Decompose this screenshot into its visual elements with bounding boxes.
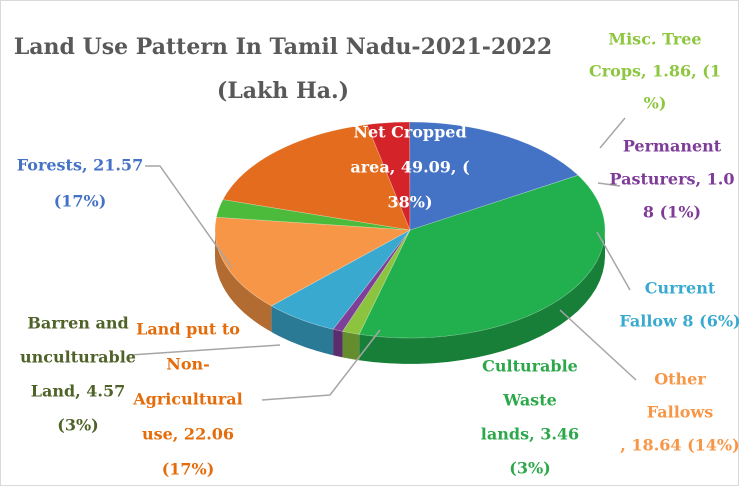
slice [270, 229, 411, 330]
data-label: Pasturers, 1.0 [609, 170, 734, 189]
data-label: lands, 3.46 [481, 425, 579, 444]
slice-side [271, 305, 334, 356]
leader-line [145, 165, 233, 269]
leader-line [261, 329, 381, 401]
chart-title: Land Use Pattern In Tamil Nadu-2021-2022 [14, 34, 552, 60]
data-label: Land, 4.57 [31, 382, 126, 401]
leader-line [599, 117, 626, 149]
slice [222, 124, 411, 231]
data-label: Permanent [623, 137, 722, 156]
data-label: (3%) [509, 459, 550, 478]
data-label: 8 (1%) [643, 203, 701, 222]
slice-side [342, 331, 360, 361]
data-label: Agricultural [132, 390, 242, 409]
slice [214, 216, 412, 307]
data-label: (3%) [57, 416, 98, 435]
leader-line [597, 182, 621, 187]
data-label: 38%) [387, 193, 432, 212]
data-label: (17%) [54, 192, 107, 211]
data-label: Culturable [482, 357, 578, 376]
data-label: Land put to [136, 320, 240, 339]
data-label: Forests, 21.57 [17, 156, 143, 175]
data-label: use, 22.06 [142, 425, 234, 444]
slice-side [215, 230, 272, 332]
data-label: Other [654, 370, 706, 389]
data-label: Fallow 8 (6%) [619, 312, 739, 331]
data-label: Crops, 1.86, (1 [589, 62, 721, 81]
data-label: Barren and [27, 314, 128, 333]
data-label: Misc. Tree [608, 30, 701, 49]
data-label: (17%) [162, 460, 215, 479]
data-label: Fallows [647, 403, 713, 422]
slice [409, 121, 579, 231]
leader-line [129, 344, 281, 356]
data-label: Waste [502, 391, 557, 410]
slice [216, 199, 411, 231]
slice [358, 174, 606, 339]
data-label: area, 49.09, ( [350, 158, 469, 177]
data-label: %) [644, 94, 667, 113]
data-label: Non- [166, 355, 210, 374]
slice [342, 229, 411, 335]
leader-line [596, 231, 631, 291]
slice [366, 121, 411, 231]
data-label: Net Cropped [353, 123, 466, 142]
data-label: unculturable [20, 348, 136, 367]
slice-side [359, 230, 605, 364]
leader-line [559, 309, 637, 381]
data-label: Current [645, 279, 716, 298]
slice-side [333, 329, 343, 358]
slice [332, 229, 411, 332]
chart-subtitle: (Lakh Ha.) [217, 78, 349, 104]
data-label: , 18.64 (14%) [620, 436, 739, 455]
